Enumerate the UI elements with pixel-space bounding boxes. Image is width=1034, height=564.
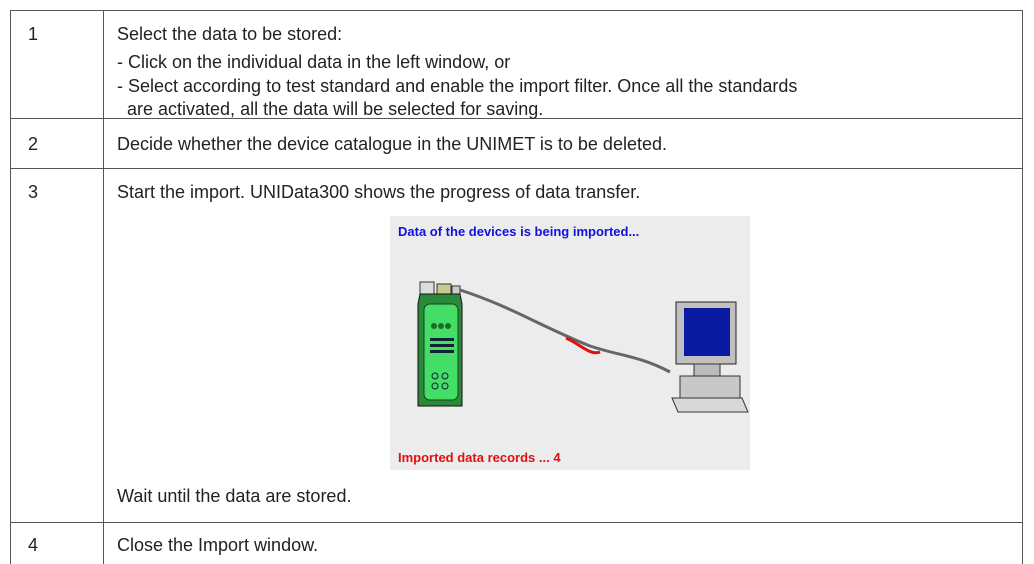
- row-divider: [10, 118, 1022, 119]
- row-divider: [10, 522, 1022, 523]
- cable: [459, 288, 671, 374]
- step-number: 1: [28, 24, 39, 44]
- step-number: 3: [28, 182, 39, 202]
- device-icon: [417, 281, 463, 407]
- step-number: 4: [28, 535, 39, 555]
- figure-status: Imported data records ... 4: [398, 450, 561, 465]
- step-text: Decide whether the device catalogue in t…: [117, 134, 667, 154]
- step-text: Select the data to be stored:: [117, 24, 343, 44]
- step-text: are activated, all the data will be sele…: [127, 99, 544, 119]
- table-border: [10, 10, 1022, 11]
- progress-figure: Data of the devices is being imported...…: [390, 216, 750, 470]
- step-text: Start the import. UNIData300 shows the p…: [117, 182, 641, 202]
- step-text: Wait until the data are stored.: [117, 486, 352, 506]
- table-border: [10, 10, 11, 564]
- cable-signal: [565, 336, 601, 355]
- column-divider: [103, 10, 104, 564]
- step-number: 2: [28, 134, 39, 154]
- computer-icon: [671, 301, 749, 413]
- row-divider: [10, 168, 1022, 169]
- figure-heading: Data of the devices is being imported...: [398, 224, 639, 239]
- step-text: - Select according to test standard and …: [117, 76, 798, 96]
- step-text: - Click on the individual data in the le…: [117, 52, 511, 72]
- table-border: [1022, 10, 1023, 564]
- step-text: Close the Import window.: [117, 535, 319, 555]
